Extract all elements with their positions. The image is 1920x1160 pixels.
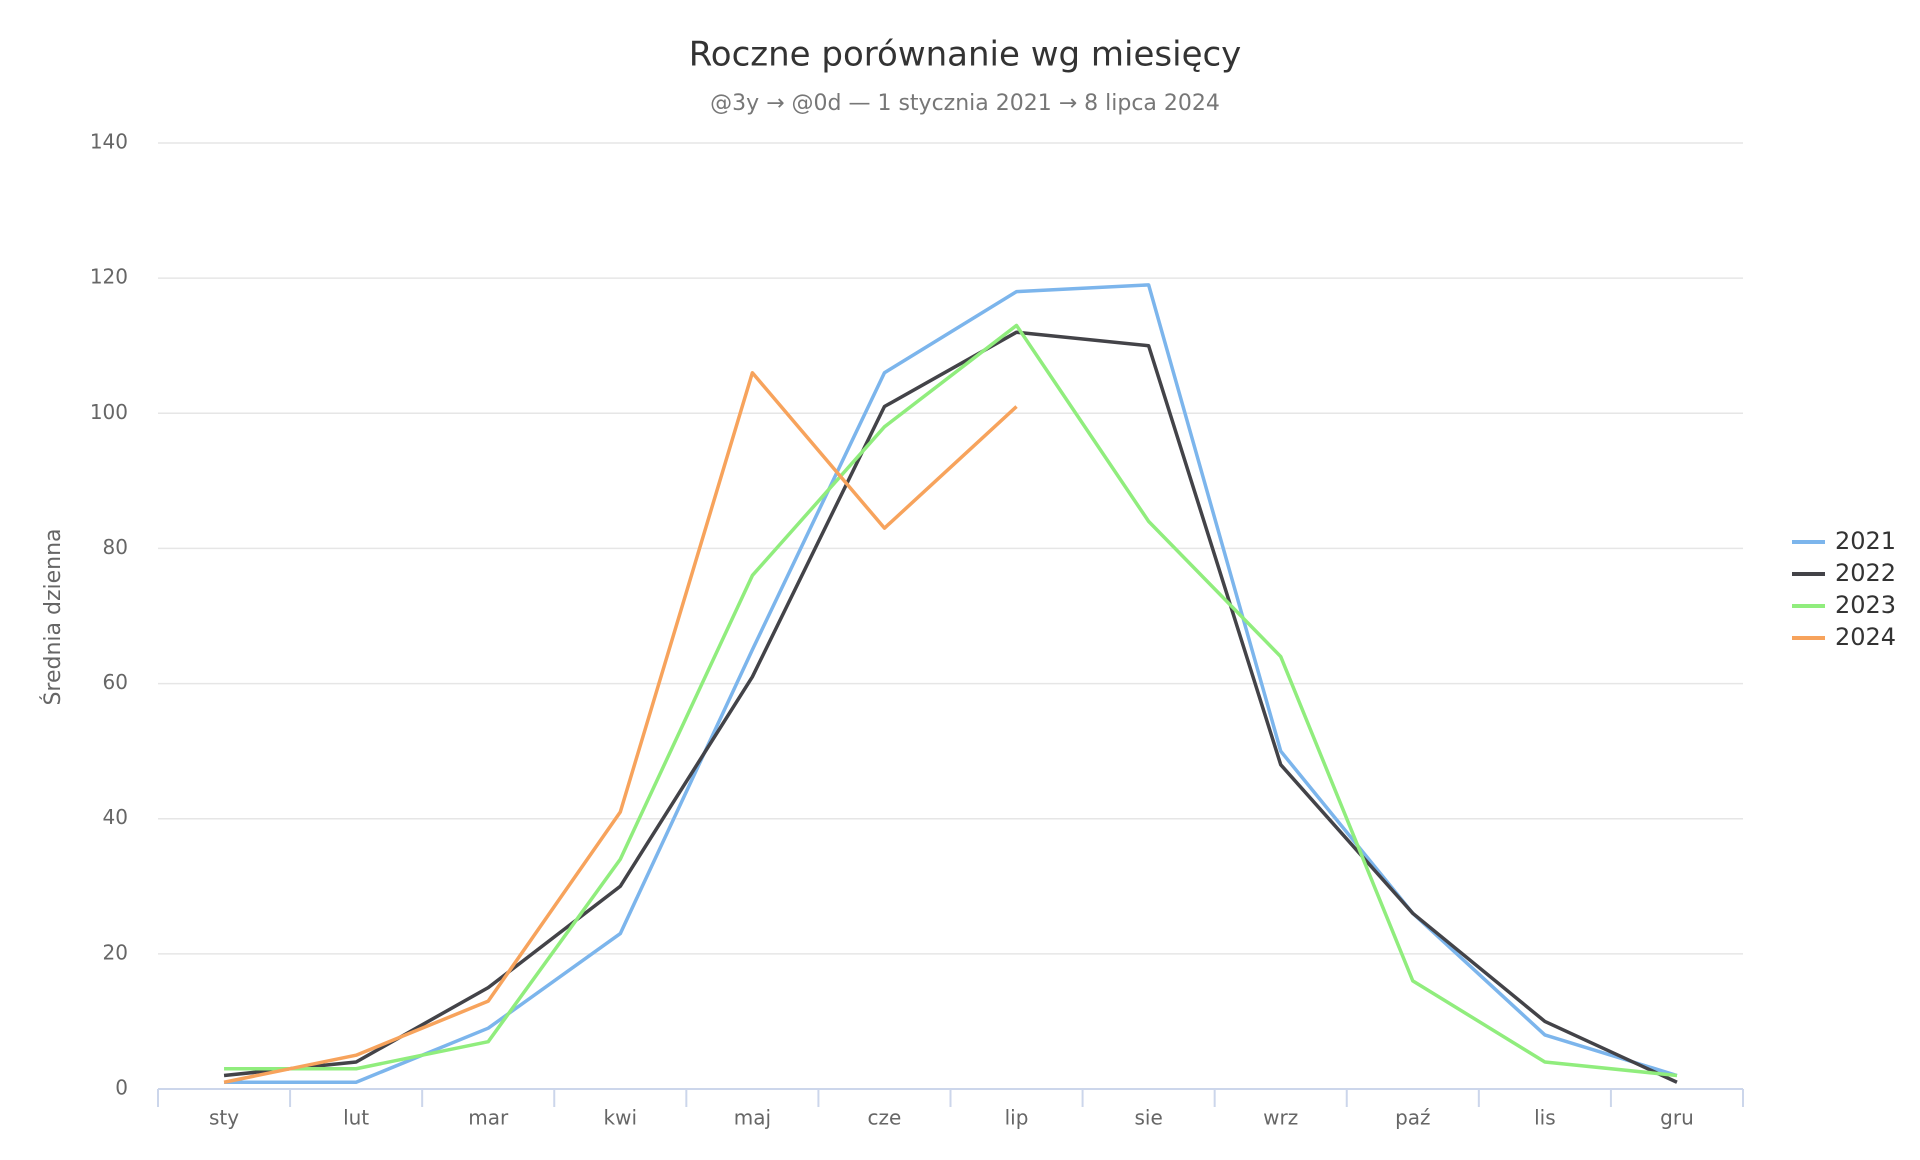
x-tick-label: lut [343, 1106, 369, 1130]
y-tick-label: 100 [90, 400, 128, 424]
x-tick-label: sie [1134, 1106, 1162, 1130]
series-line [224, 323, 1678, 1078]
x-tick-label: lis [1534, 1106, 1556, 1130]
legend-label: 2022 [1835, 559, 1896, 587]
x-tick-label: maj [734, 1106, 771, 1130]
x-tick-label: lip [1005, 1106, 1029, 1130]
legend-label: 2023 [1835, 591, 1896, 619]
x-tick-label: paź [1395, 1106, 1430, 1130]
chart-title: Roczne porównanie wg miesięcy [689, 35, 1242, 75]
y-axis-label: Średnia dzienna [40, 528, 66, 705]
legend-label: 2021 [1835, 527, 1896, 555]
legend-label: 2024 [1835, 623, 1896, 651]
x-tick-label: wrz [1263, 1106, 1298, 1130]
series-line [223, 330, 1678, 1084]
x-tick-label: gru [1660, 1106, 1694, 1130]
y-tick-label: 140 [90, 130, 128, 154]
y-tick-label: 20 [103, 940, 128, 964]
x-tick-label: cze [868, 1106, 902, 1130]
chart-subtitle: @3y → @0d — 1 stycznia 2021 → 8 lipca 20… [710, 91, 1220, 116]
y-tick-label: 40 [103, 805, 128, 829]
y-tick-label: 80 [103, 535, 128, 559]
y-tick-label: 120 [90, 265, 128, 289]
x-tick-label: mar [468, 1106, 509, 1130]
x-tick-label: sty [209, 1106, 239, 1130]
x-tick-label: kwi [604, 1106, 638, 1130]
y-tick-label: 0 [115, 1076, 128, 1100]
series-line [223, 370, 1018, 1084]
y-tick-label: 60 [103, 670, 128, 694]
